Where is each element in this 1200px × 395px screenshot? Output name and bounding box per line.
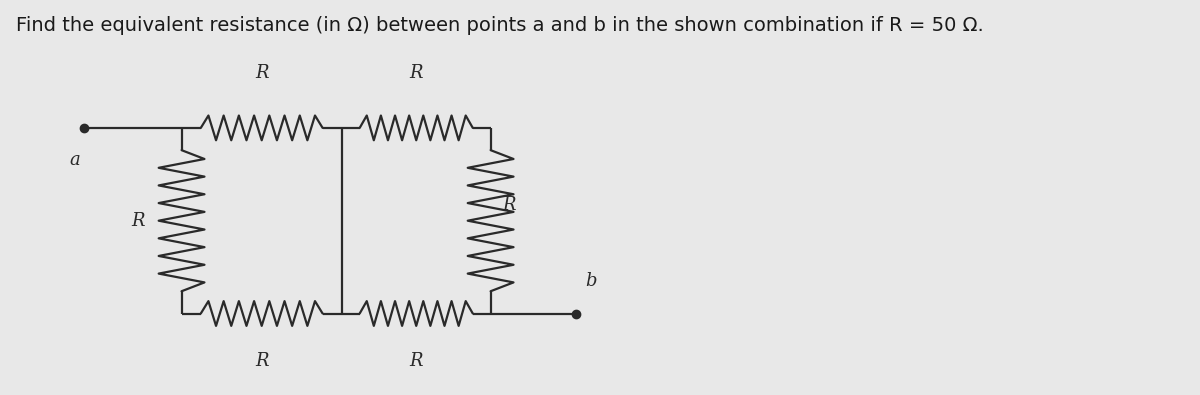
Text: R: R [132, 212, 145, 230]
Text: a: a [70, 151, 80, 169]
Text: b: b [586, 272, 598, 290]
Text: Find the equivalent resistance (in Ω) between points a and b in the shown combin: Find the equivalent resistance (in Ω) be… [16, 16, 983, 35]
Text: R: R [254, 64, 269, 81]
Text: R: R [502, 196, 516, 214]
Text: R: R [254, 352, 269, 370]
Text: R: R [409, 64, 422, 81]
Text: R: R [409, 352, 422, 370]
